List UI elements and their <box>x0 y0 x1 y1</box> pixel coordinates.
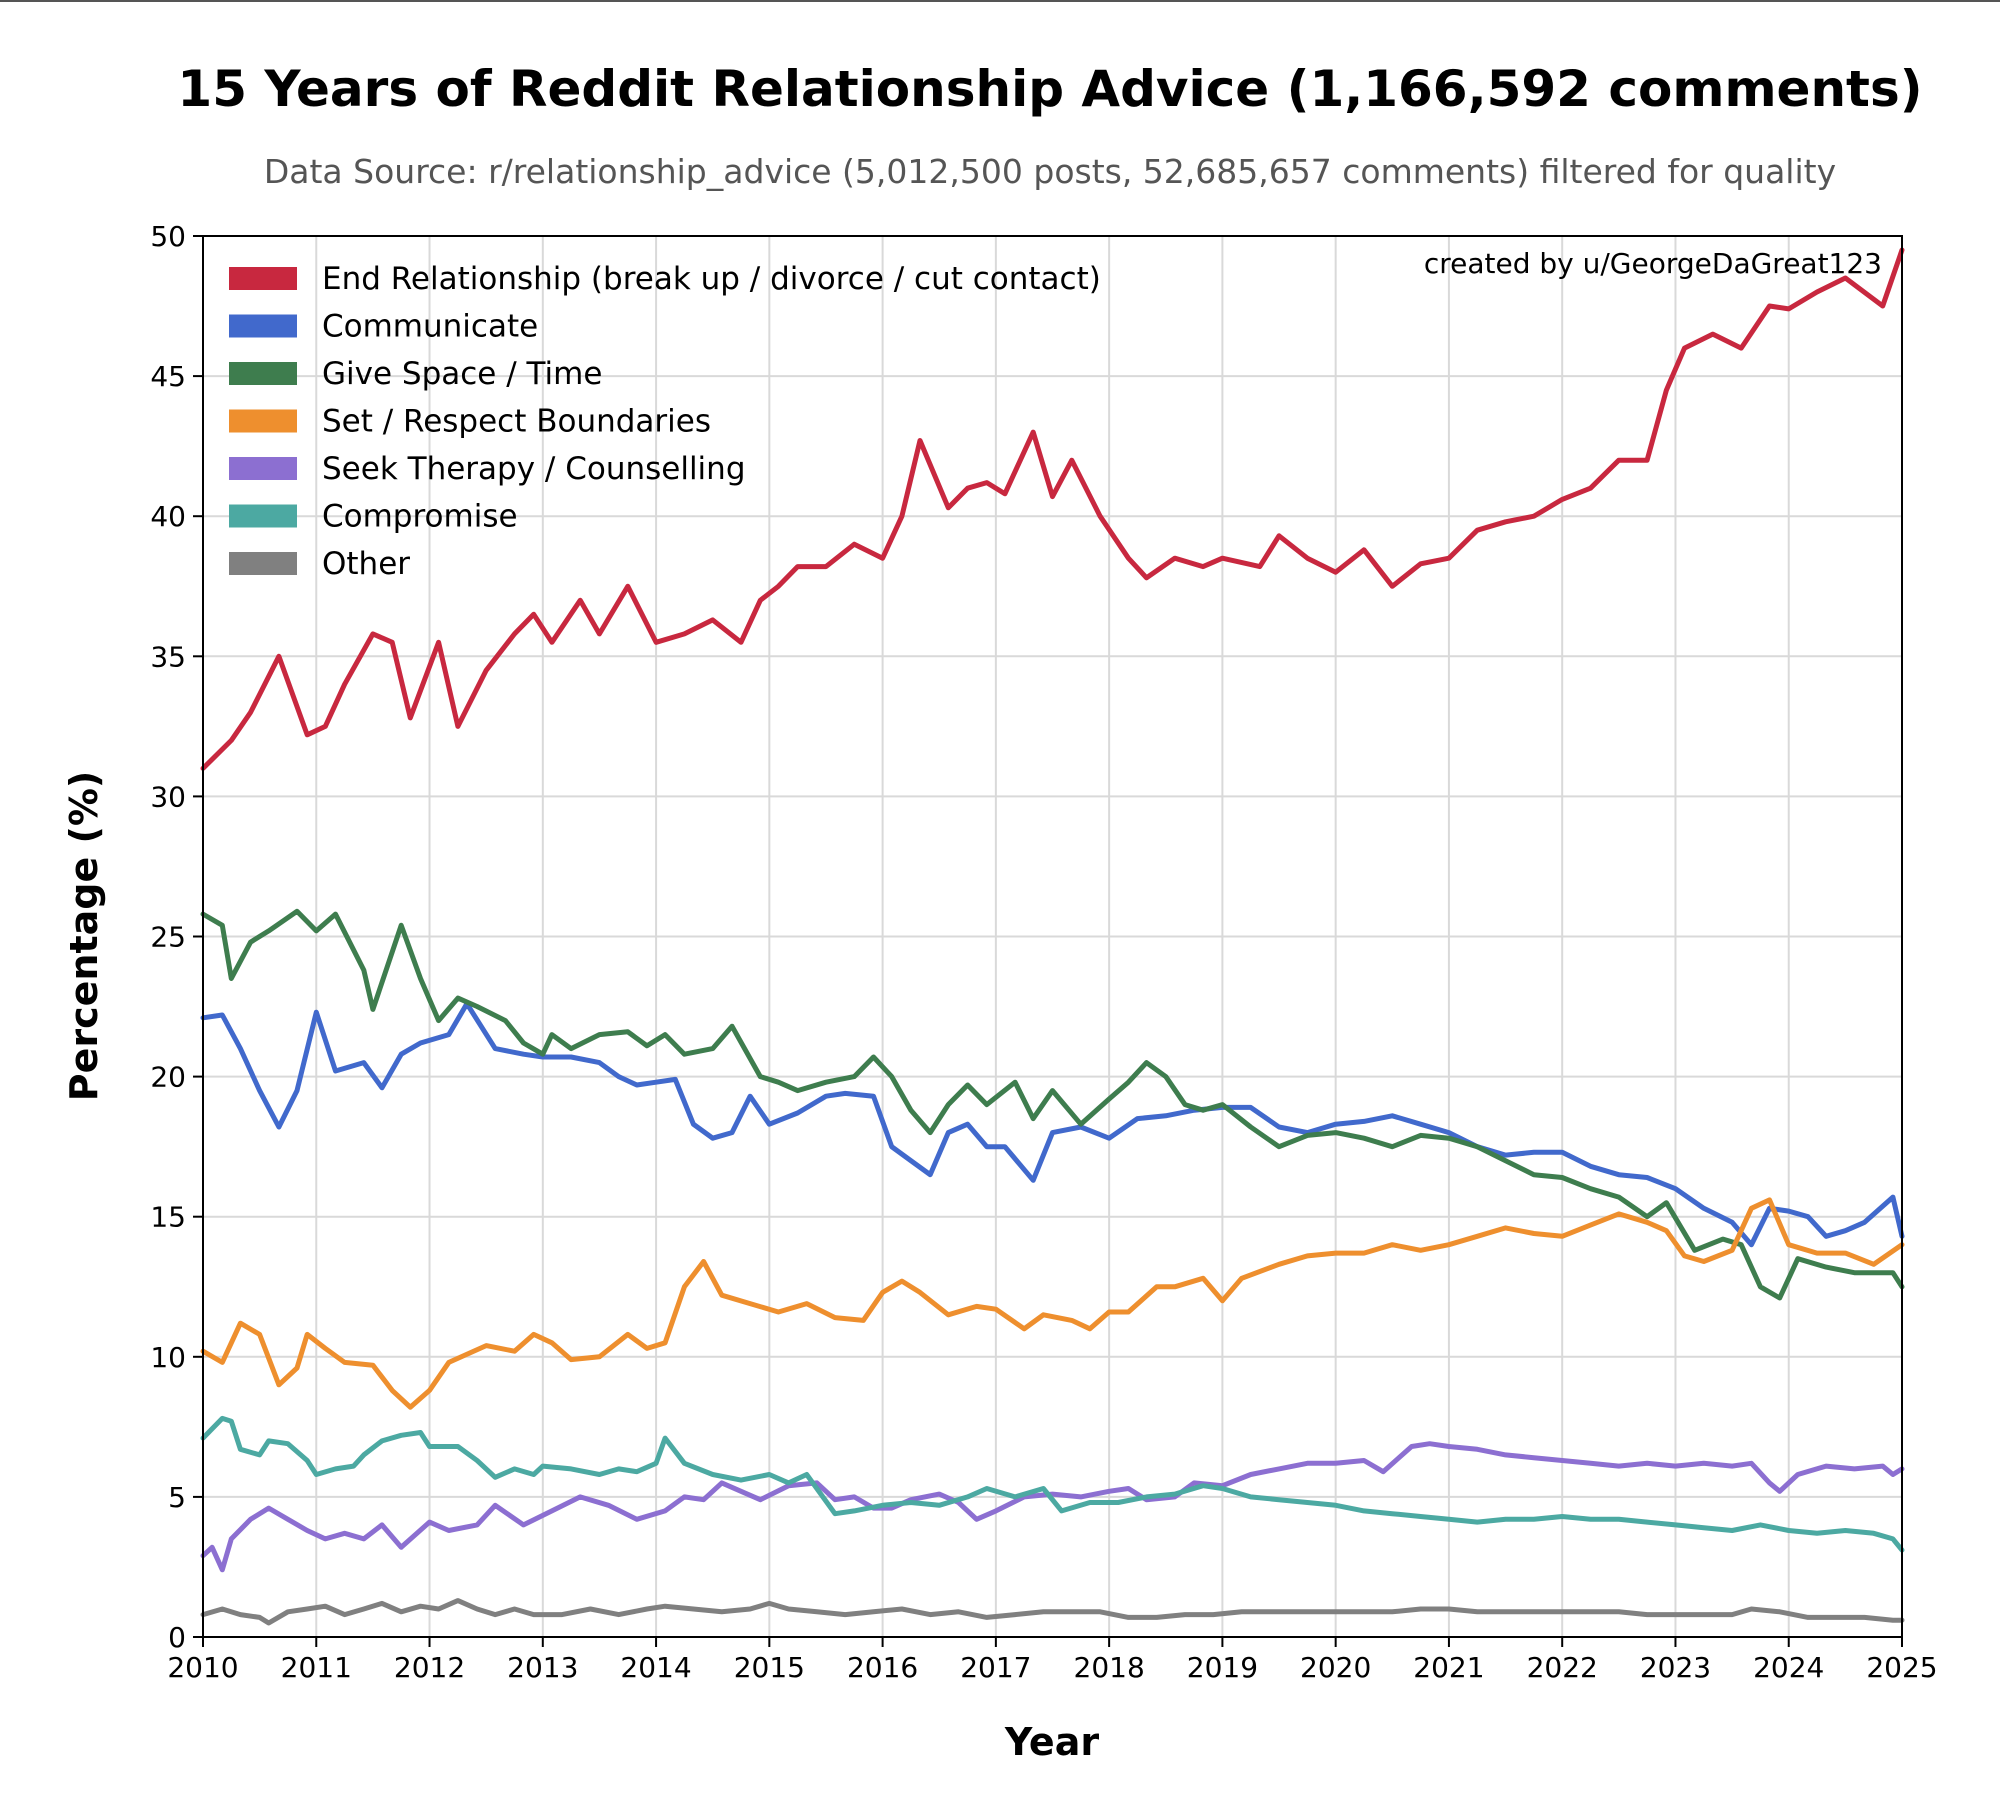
y-tick-label: 10 <box>150 1341 186 1374</box>
legend-swatch-1 <box>229 314 297 338</box>
y-tick-label: 45 <box>150 360 186 393</box>
y-tick-label: 25 <box>150 921 186 954</box>
legend-label-2: Give Space / Time <box>322 356 602 392</box>
y-tick-label: 5 <box>168 1481 186 1514</box>
x-axis-label: Year <box>1004 1720 1099 1764</box>
x-tick-label: 2016 <box>847 1651 918 1684</box>
x-tick-label: 2019 <box>1187 1651 1258 1684</box>
legend-swatch-4 <box>229 457 297 480</box>
chart-subtitle: Data Source: r/relationship_advice (5,01… <box>263 152 1837 191</box>
x-tick-label: 2014 <box>620 1651 691 1684</box>
series-line-1 <box>200 1001 1905 1248</box>
chart-title: 15 Years of Reddit Relationship Advice (… <box>177 60 1923 118</box>
x-tick-label: 2010 <box>167 1651 238 1684</box>
legend-swatch-3 <box>229 409 297 433</box>
legend-label-4: Seek Therapy / Counselling <box>322 451 746 487</box>
series-line-6 <box>200 1598 1905 1626</box>
creator-annotation: created by u/GeorgeDaGreat123 <box>1424 247 1882 280</box>
top-border-line <box>0 0 2000 2</box>
axis-ticks: 2010 2011 2012 2013 2014 2015 2016 2017 2018 2019… <box>150 220 1937 1684</box>
x-tick-label: 2023 <box>1640 1651 1711 1684</box>
x-tick-label: 2017 <box>960 1651 1031 1684</box>
legend-label-3: Set / Respect Boundaries <box>322 404 711 440</box>
x-tick-label: 2013 <box>507 1651 578 1684</box>
y-tick-label: 50 <box>150 220 186 253</box>
y-axis-label: Percentage (%) <box>62 771 106 1102</box>
legend: End Relationship (break up / divorce / c… <box>229 261 1101 582</box>
legend-swatch-5 <box>229 504 297 528</box>
x-tick-label: 2011 <box>281 1651 352 1684</box>
x-tick-label: 2015 <box>734 1651 805 1684</box>
series-line-2 <box>200 908 1905 1301</box>
legend-label-6: Other <box>322 546 410 582</box>
y-tick-label: 20 <box>150 1061 186 1094</box>
y-tick-label: 0 <box>168 1621 186 1654</box>
legend-label-1: Communicate <box>322 309 538 345</box>
legend-swatch-0 <box>229 267 297 290</box>
legend-label-5: Compromise <box>322 499 518 535</box>
x-tick-label: 2024 <box>1753 1651 1824 1684</box>
series-line-4 <box>200 1441 1905 1573</box>
x-tick-label: 2025 <box>1866 1651 1937 1684</box>
legend-label-0: End Relationship (break up / divorce / c… <box>322 261 1101 297</box>
series-lines <box>200 247 1905 1626</box>
y-tick-label: 30 <box>150 780 186 813</box>
legend-swatch-6 <box>229 552 297 575</box>
series-line-5 <box>200 1415 1905 1553</box>
legend-swatch-2 <box>229 362 297 385</box>
x-tick-label: 2021 <box>1413 1651 1484 1684</box>
x-tick-label: 2022 <box>1527 1651 1598 1684</box>
x-tick-label: 2020 <box>1300 1651 1371 1684</box>
grid-lines <box>202 235 1903 1638</box>
y-tick-label: 40 <box>150 500 186 533</box>
series-line-0 <box>200 247 1905 771</box>
y-tick-label: 35 <box>150 640 186 673</box>
x-tick-label: 2018 <box>1074 1651 1145 1684</box>
x-tick-label: 2012 <box>394 1651 465 1684</box>
series-line-3 <box>200 1197 1905 1410</box>
y-tick-label: 15 <box>150 1201 186 1234</box>
